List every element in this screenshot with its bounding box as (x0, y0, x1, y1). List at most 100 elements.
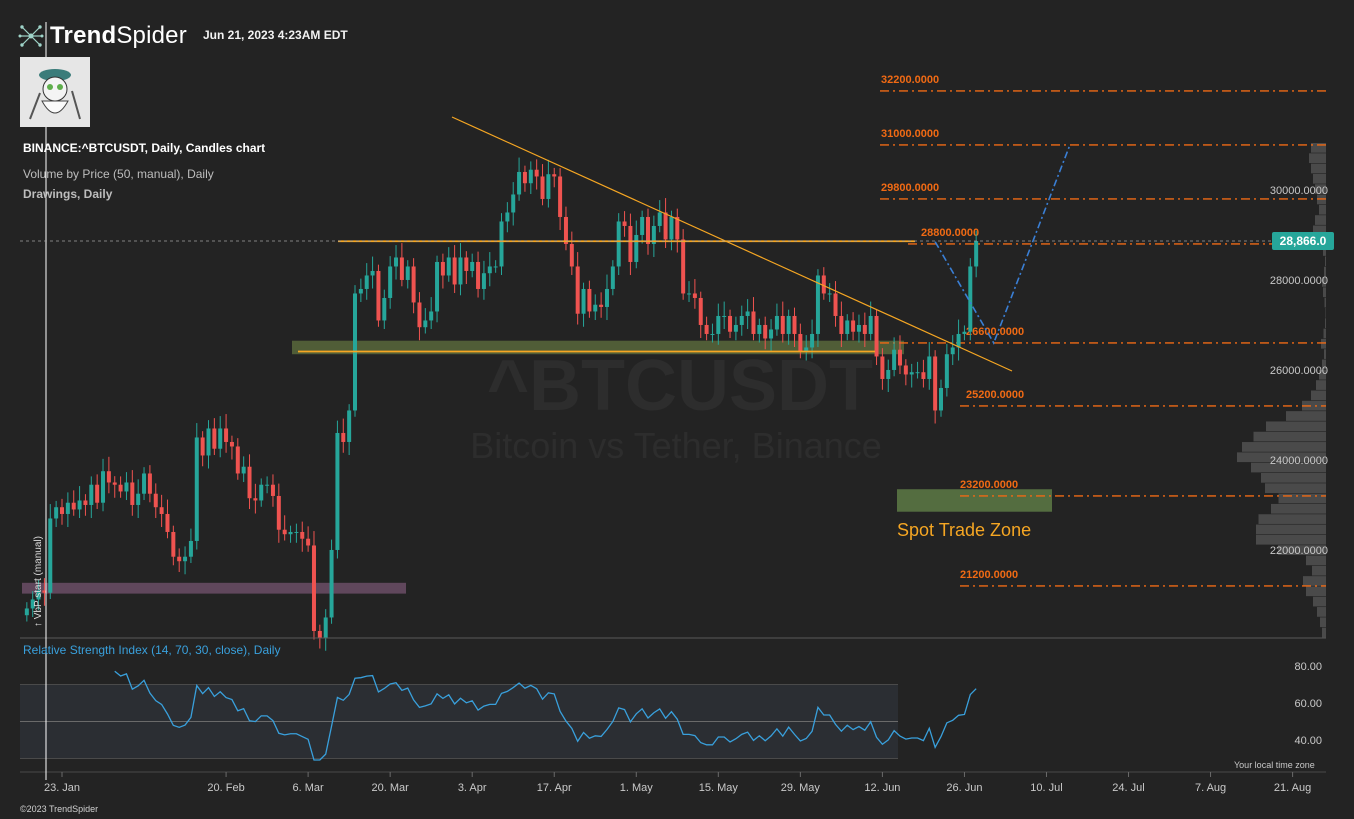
candle-body (300, 531, 305, 539)
vbp-bar (1256, 524, 1326, 535)
vbp-bar (1315, 184, 1326, 194)
candle-body (106, 471, 111, 483)
level-label: 28800.0000 (921, 227, 979, 239)
level-label: 23200.0000 (960, 479, 1018, 491)
candle-body (464, 257, 469, 271)
price-axis: 30000.0000 28000.0000 26000.0000 24000.0000… (1270, 185, 1328, 557)
candle-body (177, 556, 182, 562)
candle-body (323, 617, 328, 638)
rsi-line (114, 670, 977, 761)
time-tick-label: 24. Jul (1112, 782, 1144, 794)
vbp-bar (1315, 215, 1326, 225)
candle-body (804, 347, 809, 352)
copyright: ©2023 TrendSpider (20, 804, 99, 814)
candle-body (558, 176, 563, 217)
candle-body (587, 288, 592, 312)
vbp-bar (1323, 328, 1326, 339)
candle-body (48, 518, 53, 593)
vbp-bar (1325, 318, 1326, 329)
candle-body (65, 502, 70, 514)
candle-body (171, 531, 176, 557)
trendspider-logo: TrendSpider (18, 22, 187, 50)
candle-body (458, 257, 463, 285)
vbp-bar (1311, 163, 1326, 174)
chart-title[interactable]: BINANCE:^BTCUSDT, Daily, Candles chart (23, 141, 266, 155)
candle-body (399, 257, 404, 280)
time-tick-label: 20. Mar (372, 782, 410, 794)
candle-body (728, 315, 733, 332)
horizontal-levels[interactable]: 32200.0000 31000.0000 29800.0000 28800.0000… (880, 74, 1326, 587)
candle-body (968, 266, 973, 332)
level-label: 32200.0000 (881, 74, 939, 86)
candle-body (311, 545, 316, 631)
vbp-bar (1256, 534, 1326, 545)
indicator-rsi-label[interactable]: Relative Strength Index (14, 70, 30, clo… (23, 643, 281, 657)
candles (24, 157, 979, 651)
time-tick-label: 10. Jul (1030, 782, 1062, 794)
time-tick-label: 6. Mar (293, 782, 325, 794)
candle-body (815, 275, 820, 334)
candle-body (212, 428, 217, 449)
indicator-vbp-label[interactable]: Volume by Price (50, manual), Daily (23, 167, 214, 181)
candle-body (974, 241, 979, 267)
candle-body (786, 315, 791, 334)
candle-body (868, 315, 873, 334)
vbp-bar (1324, 297, 1326, 308)
vbp-bar (1321, 338, 1326, 349)
candle-body (364, 275, 369, 289)
lower-range-band (22, 582, 406, 594)
candle-body (259, 484, 264, 501)
candle-body (60, 507, 64, 514)
candle-body (528, 169, 533, 184)
vbp-bar (1325, 256, 1326, 267)
candle-body (745, 311, 750, 316)
candle-body (505, 212, 510, 222)
vbp-bar (1324, 349, 1326, 359)
profile-avatar-icon (20, 57, 90, 127)
vbp-bar (1306, 586, 1326, 597)
candle-body (927, 356, 932, 379)
candle-body (411, 266, 416, 303)
candle-body (388, 266, 393, 298)
current-price-label: 28,866.0 (1280, 234, 1327, 248)
time-tick-label: 26. Jun (946, 782, 982, 794)
vbp-bar (1322, 627, 1326, 638)
level-label: 29800.0000 (881, 182, 939, 194)
time-axis: 23. Jan 20. Feb 6. Mar 20. Mar 3. Apr 17. Apr… (20, 771, 1326, 794)
candle-body (253, 498, 258, 501)
candle-body (616, 221, 621, 267)
candle-body (909, 372, 914, 375)
price-tick-label: 30000.0000 (1270, 185, 1328, 197)
watermark-symbol: ^BTCUSDT (487, 346, 873, 426)
indicator-drawings-label[interactable]: Drawings, Daily (23, 187, 113, 201)
rsi-tick-label: 80.00 (1294, 661, 1322, 673)
candle-body (183, 556, 188, 562)
candle-body (710, 333, 715, 335)
candle-body (640, 216, 645, 235)
candle-body (194, 437, 199, 541)
candle-body (517, 171, 522, 195)
candle-body (856, 324, 861, 332)
candle-body (42, 590, 47, 593)
candle-body (306, 538, 311, 546)
vbp-bar (1320, 617, 1326, 628)
time-tick-label: 17. Apr (537, 782, 572, 794)
candle-body (358, 288, 363, 294)
vbp-bar (1313, 596, 1326, 607)
vbp-bar (1286, 411, 1326, 421)
candle-body (897, 349, 902, 366)
descending-trendline (451, 116, 1013, 372)
candle-body (159, 507, 164, 514)
vbp-bar (1322, 277, 1326, 287)
candle-body (780, 315, 785, 334)
candle-body (130, 482, 135, 505)
rsi-tick-label: 60.00 (1294, 698, 1322, 710)
candle-body (698, 297, 703, 325)
candle-body (435, 261, 440, 312)
candle-body (774, 315, 779, 330)
candle-body (921, 372, 926, 379)
candle-body (880, 356, 885, 379)
vbp-bar (1311, 390, 1326, 401)
candle-body (429, 311, 434, 321)
